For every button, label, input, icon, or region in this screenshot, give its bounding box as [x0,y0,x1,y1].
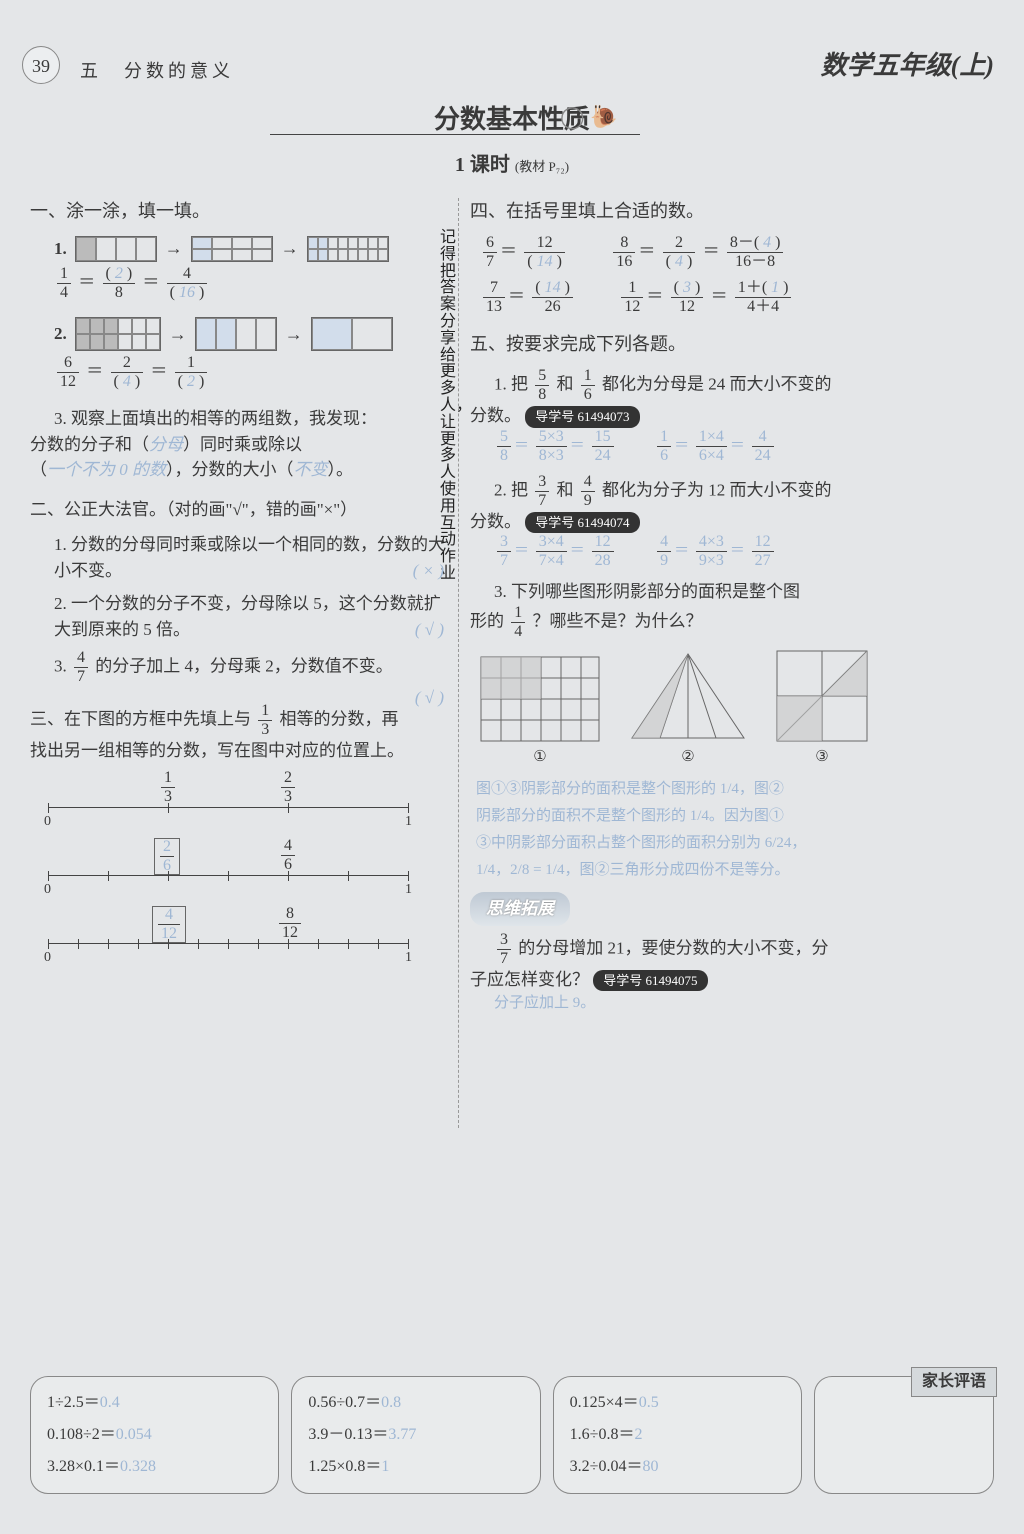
guide-badge-1: 导学号 61494073 [525,406,639,428]
s2-q2: 2. 一个分数的分子不变，分母除以 5，这个分数就扩大到原来的 5 倍。 ( √… [30,591,450,642]
s5-q3: 3. 下列哪些图形阴影部分的面积是整个图 [470,579,980,605]
s2-q3: 3. 47 的分子加上 4，分母乘 2，分数值不变。 ( √ ) [30,650,450,685]
page-number: 39 [22,46,60,84]
s5-q2-line2: 分数。 导学号 61494074 [470,509,980,535]
s5-q1: 1. 把 58 和 16 都化为分母是 24 而大小不变的 [470,368,980,403]
shape-row: ① ② [480,650,980,769]
s5-a2: 37＝ 3×47×4＝ 1228 49＝ 4×39×3＝ 1227 [494,534,980,569]
bottom-practice-row: 1÷2.5＝0.4 0.108÷2＝0.054 3.28×0.1＝0.328 0… [30,1376,994,1494]
q3-line3: （一个不为 0 的数），分数的大小（不变）。 [30,457,450,483]
q3-text: 3. 观察上面填出的相等的两组数，我发现： [30,406,450,432]
shape-2: ② [628,650,748,769]
s4-row1: 67＝ 12( 14 ) 816＝ 2( 4 ) ＝ 8－( 4 )16－8 [480,235,980,270]
number-line-1: 13 23 01 [48,776,450,816]
guide-badge-2: 导学号 61494074 [525,512,639,534]
extension-q2: 子应怎样变化？ 导学号 61494075 [470,967,980,993]
q2-equation: 612 ＝ 2( 4 ) ＝ 1( 2 ) [54,355,450,390]
parent-comment-label: 家长评语 [911,1367,997,1397]
extension-badge: 思维拓展 [470,892,570,926]
section-2-heading: 二、公正大法官。（对的画"√"，错的画"×"） [30,497,450,523]
section-5-heading: 五、按要求完成下列各题。 [470,331,980,358]
section-3-heading: 三、在下图的方框中先填上与 13 相等的分数，再找出另一组相等的分数，写在图中对… [30,703,450,764]
book-title: 数学五年级(上) [821,46,994,85]
chapter-label: 五 分数的意义 [80,58,234,85]
snail-icon: ◯ 🐌 [560,100,618,133]
s5-q1-line2: 分数。 导学号 61494073 [470,403,980,429]
q1-equation: 14 ＝ ( 2 )8 ＝ 4( 16 ) [54,266,450,301]
subtitle: 1 课时 (教材 P₇₂) [0,150,1024,180]
shape-3: ③ [776,650,868,769]
extension-answer: 分子应加上 9。 [494,992,980,1015]
guide-badge-3: 导学号 61494075 [593,970,707,992]
calc-box-3: 0.125×4＝0.5 1.6÷0.8＝2 3.2÷0.04＝80 [553,1376,802,1494]
s5-q3-explanation: 图①③阴影部分的面积是整个图形的 1/4，图② 阴影部分的面积不是整个图形的 1… [476,776,980,884]
s4-row2: 713＝ ( 14 )26 112＝ ( 3 )12 ＝ 1＋( 1 )4＋4 [480,280,980,315]
q3-line2: 分数的分子和（分母）同时乘或除以 [30,432,450,458]
s5-q3-line2: 形的 14 ？哪些不是？为什么？ [470,605,980,640]
title-underline [270,134,640,135]
section-4-heading: 四、在括号里填上合适的数。 [470,198,980,225]
section-1-heading: 一、涂一涂，填一填。 [30,198,450,225]
number-line-2: 26 46 01 [48,844,450,884]
s5-a1: 58＝ 5×38×3＝ 1524 16＝ 1×46×4＝ 424 [494,429,980,464]
q1-grids: 1. → → [54,235,450,262]
s2-q1: 1. 分数的分母同时乘或除以一个相同的数，分数的大小不变。 ( × ) [30,532,450,583]
q2-grids: 2. → → [54,317,450,351]
parent-comment-box: 家长评语 [814,1376,994,1494]
calc-box-1: 1÷2.5＝0.4 0.108÷2＝0.054 3.28×0.1＝0.328 [30,1376,279,1494]
extension-q: 37 的分母增加 21，要使分数的大小不变，分 [470,932,980,967]
shape-1: ① [480,656,600,769]
s5-q2: 2. 把 37 和 49 都化为分子为 12 而大小不变的 [470,474,980,509]
calc-box-2: 0.56÷0.7＝0.8 3.9－0.13＝3.77 1.25×0.8＝1 [291,1376,540,1494]
number-line-3: 412 812 01 [48,912,450,952]
